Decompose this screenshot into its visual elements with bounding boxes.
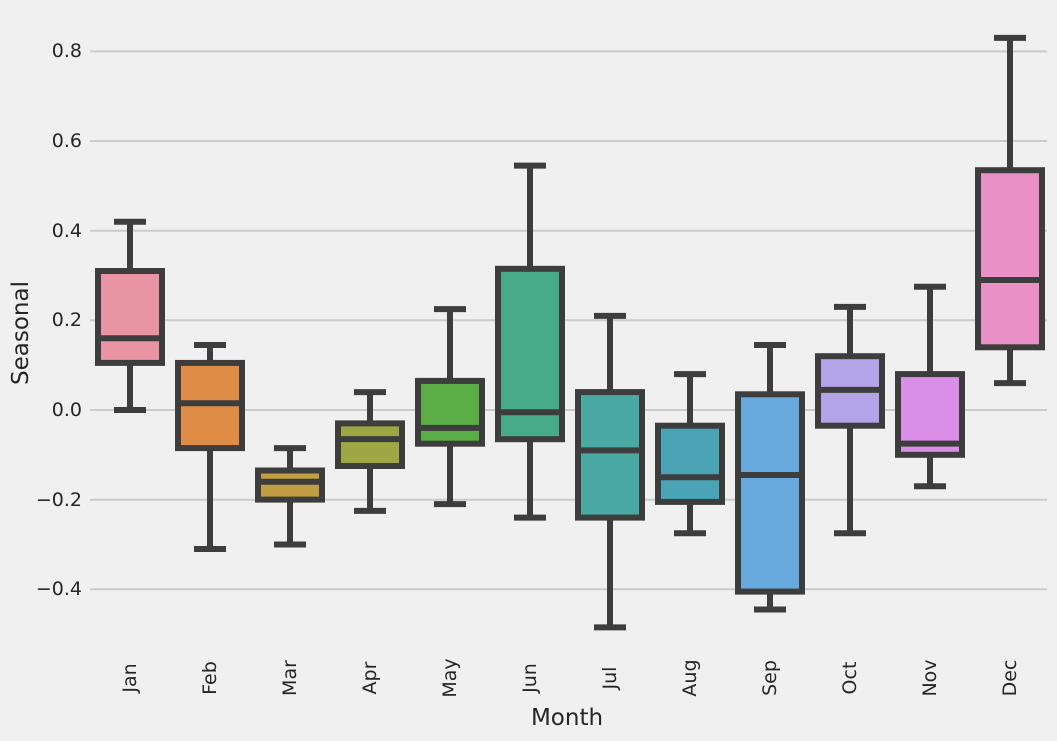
y-tick-label: 0.6 [51, 130, 82, 152]
y-tick-label: 0.8 [51, 40, 82, 62]
y-tick-label: 0.0 [51, 399, 82, 421]
box-Aug [655, 422, 725, 505]
y-tick-label: −0.4 [35, 578, 82, 600]
x-axis-label: Month [530, 705, 604, 731]
x-tick-label: Aug [679, 659, 701, 697]
box-Dec [975, 167, 1045, 351]
y-axis-label: Seasonal [8, 281, 34, 385]
y-tick-label: 0.2 [51, 309, 82, 331]
box-Apr [335, 420, 405, 469]
x-tick-label: Oct [839, 661, 861, 695]
x-tick-label: Feb [199, 661, 221, 695]
box-May [415, 377, 485, 447]
x-tick-label: Jan [119, 663, 141, 693]
y-tick-label: −0.2 [35, 489, 82, 511]
box-Sep [735, 391, 805, 595]
x-tick-label: May [439, 658, 461, 698]
x-tick-label: Dec [999, 659, 1021, 697]
x-tick-label: Nov [919, 659, 941, 697]
x-tick-label: Sep [759, 660, 781, 696]
x-tick-label: Mar [279, 660, 301, 696]
box-Jan [95, 268, 165, 366]
x-tick-label: Apr [359, 661, 381, 695]
box-Mar [255, 467, 325, 503]
y-tick-label: 0.4 [51, 220, 82, 242]
box-Jul [575, 389, 645, 521]
